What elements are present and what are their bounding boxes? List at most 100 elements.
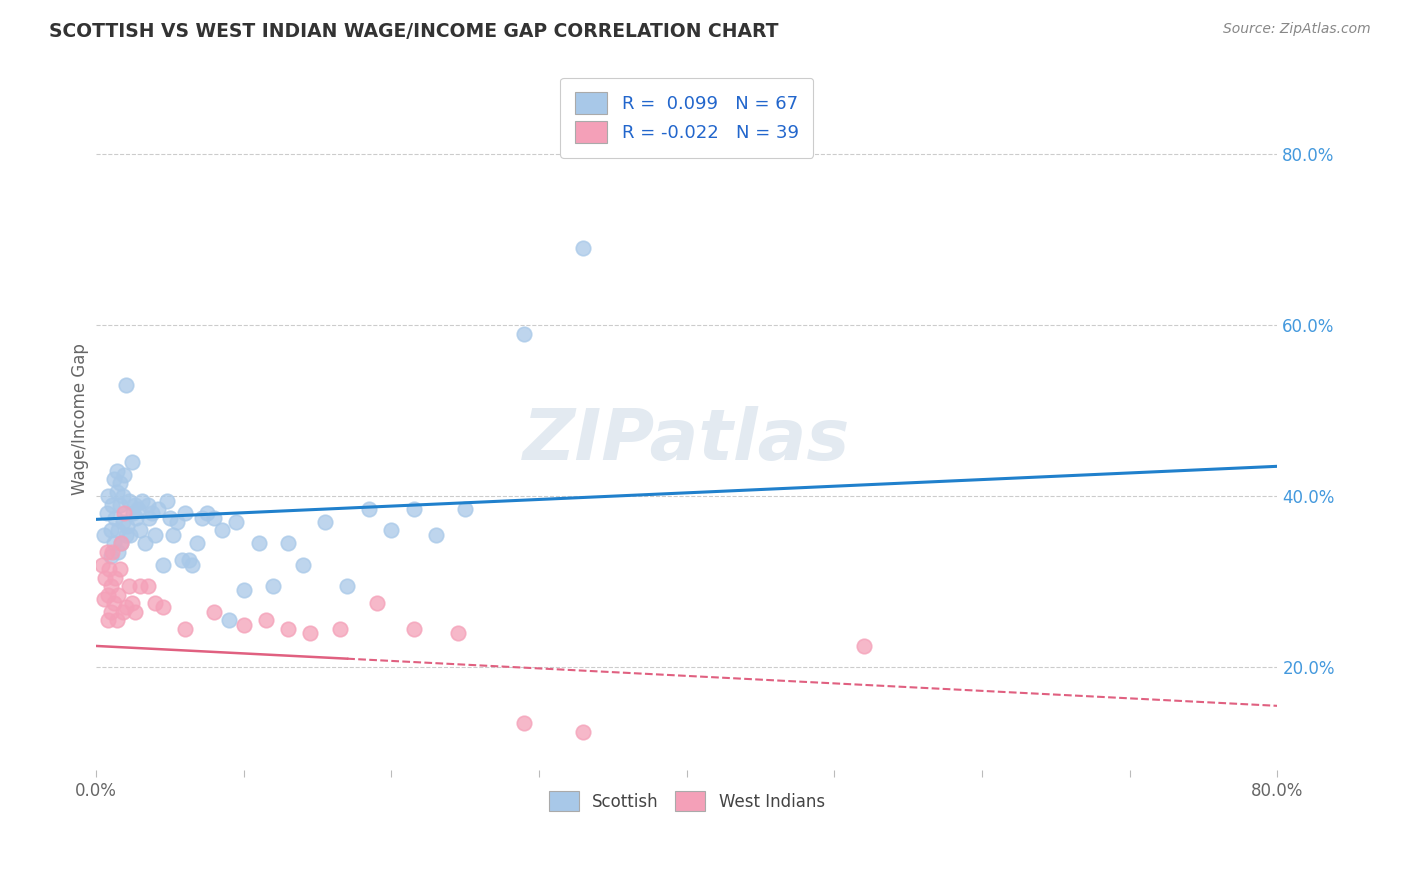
Point <box>173 622 195 636</box>
Point <box>121 596 143 610</box>
Point <box>107 588 129 602</box>
Point <box>262 579 284 593</box>
Point <box>101 545 124 559</box>
Point <box>101 498 124 512</box>
Point <box>111 489 134 503</box>
Point <box>131 493 153 508</box>
Point <box>148 502 170 516</box>
Point <box>425 527 447 541</box>
Point <box>114 600 136 615</box>
Point <box>118 493 141 508</box>
Point <box>110 536 132 550</box>
Point <box>112 467 135 482</box>
Point <box>359 502 381 516</box>
Point <box>156 493 179 508</box>
Point <box>108 498 131 512</box>
Point <box>143 596 166 610</box>
Point <box>136 579 159 593</box>
Point <box>100 549 122 563</box>
Point <box>852 639 875 653</box>
Point <box>124 605 146 619</box>
Text: SCOTTISH VS WEST INDIAN WAGE/INCOME GAP CORRELATION CHART: SCOTTISH VS WEST INDIAN WAGE/INCOME GAP … <box>49 22 779 41</box>
Point <box>134 536 156 550</box>
Point <box>195 507 218 521</box>
Point <box>96 507 118 521</box>
Point <box>173 507 195 521</box>
Point <box>98 562 121 576</box>
Point <box>112 507 135 521</box>
Point <box>107 545 129 559</box>
Point <box>141 507 163 521</box>
Point <box>143 527 166 541</box>
Point <box>94 570 117 584</box>
Point <box>138 510 160 524</box>
Point <box>129 579 152 593</box>
Point <box>114 527 136 541</box>
Point <box>191 510 214 524</box>
Point <box>107 524 129 538</box>
Point <box>202 510 225 524</box>
Point <box>513 326 536 341</box>
Point <box>314 515 336 529</box>
Point <box>105 485 128 500</box>
Point <box>291 558 314 572</box>
Point <box>232 617 254 632</box>
Point <box>129 524 152 538</box>
Legend: Scottish, West Indians: Scottish, West Indians <box>536 778 838 825</box>
Point <box>124 498 146 512</box>
Point <box>329 622 352 636</box>
Y-axis label: Wage/Income Gap: Wage/Income Gap <box>72 343 89 495</box>
Point <box>110 536 132 550</box>
Point <box>125 510 148 524</box>
Point <box>120 527 142 541</box>
Point <box>162 527 184 541</box>
Point <box>96 545 118 559</box>
Point <box>100 579 122 593</box>
Point <box>366 596 388 610</box>
Point <box>115 519 138 533</box>
Point <box>111 515 134 529</box>
Point <box>402 622 425 636</box>
Point <box>100 605 122 619</box>
Point <box>513 715 536 730</box>
Point <box>277 536 299 550</box>
Point <box>97 489 120 503</box>
Point <box>97 588 120 602</box>
Point <box>380 524 402 538</box>
Point <box>104 570 127 584</box>
Point <box>225 515 247 529</box>
Point <box>105 613 128 627</box>
Point <box>136 498 159 512</box>
Point <box>336 579 359 593</box>
Point <box>152 558 174 572</box>
Point <box>111 605 134 619</box>
Point <box>127 502 149 516</box>
Point <box>93 591 115 606</box>
Point <box>186 536 208 550</box>
Point <box>218 613 240 627</box>
Point <box>103 536 125 550</box>
Point <box>202 605 225 619</box>
Text: ZIPatlas: ZIPatlas <box>523 406 851 475</box>
Point <box>232 583 254 598</box>
Point <box>105 464 128 478</box>
Point <box>108 562 131 576</box>
Point <box>118 579 141 593</box>
Point <box>181 558 204 572</box>
Point <box>170 553 193 567</box>
Point <box>247 536 270 550</box>
Point <box>254 613 277 627</box>
Point <box>179 553 201 567</box>
Point <box>91 558 114 572</box>
Point <box>108 476 131 491</box>
Point <box>152 600 174 615</box>
Point <box>299 626 322 640</box>
Point <box>104 510 127 524</box>
Point <box>100 524 122 538</box>
Point <box>159 510 181 524</box>
Point <box>572 241 595 255</box>
Point <box>211 524 233 538</box>
Point <box>114 378 136 392</box>
Point <box>277 622 299 636</box>
Point <box>121 455 143 469</box>
